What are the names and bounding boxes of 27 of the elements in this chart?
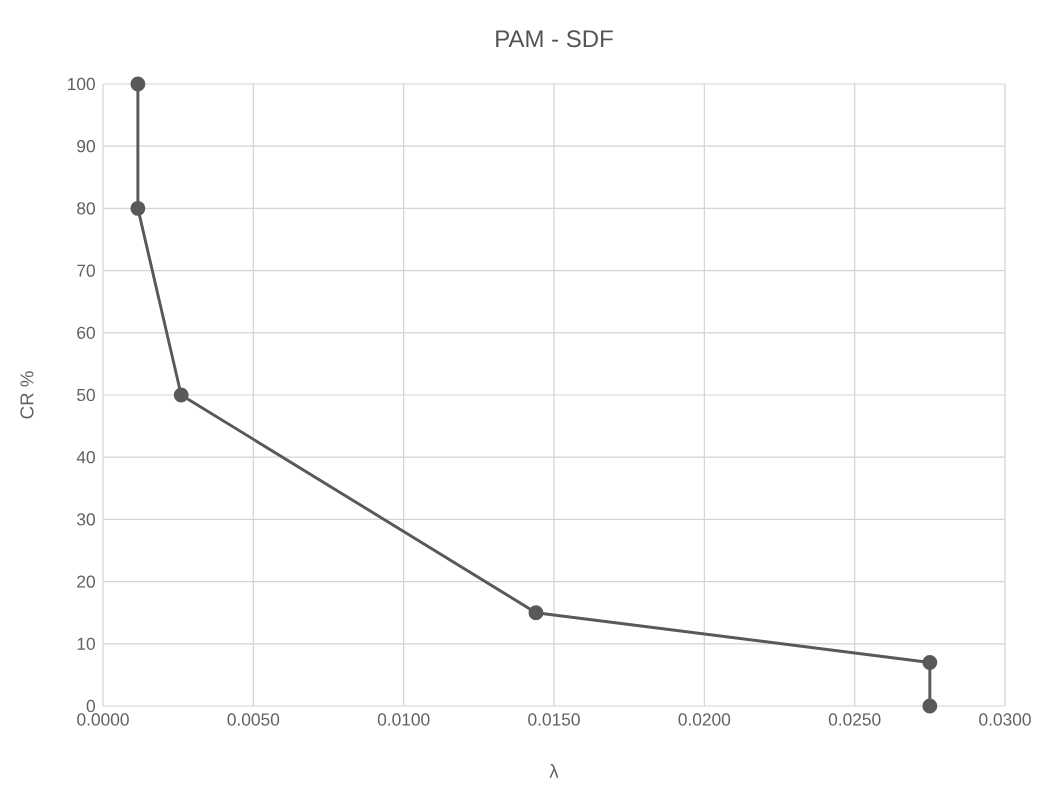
y-tick-label: 100 [68, 77, 95, 91]
x-tick-label: 0.0000 [77, 713, 129, 726]
y-tick-label: 90 [77, 140, 95, 153]
y-tick-label: 30 [77, 513, 95, 526]
point [130, 200, 146, 216]
y-tick-label: 70 [77, 264, 95, 277]
point [173, 387, 189, 403]
x-tick-label: 0.0050 [227, 713, 280, 726]
y-tick-label: 80 [77, 202, 95, 215]
x-tick-label: 0.0200 [678, 713, 731, 726]
y-tick-label: 40 [76, 451, 95, 464]
chart-title: PAM - SDF [496, 30, 613, 48]
y-tick-label: 0 [86, 699, 95, 713]
point [922, 698, 938, 714]
x-tick-label: 0.0100 [377, 713, 430, 726]
x-axis-title: λ [549, 764, 559, 778]
point [922, 654, 938, 670]
y-tick-label: 10 [77, 637, 95, 650]
x-tick-label: 0.0150 [528, 713, 580, 726]
y-tick-label: 60 [77, 326, 95, 339]
y-tick-label: 20 [77, 575, 95, 588]
x-tick-label: 0.0250 [828, 713, 881, 726]
point [130, 76, 146, 92]
x-tick-label: 0.0300 [979, 713, 1031, 726]
y-tick-label: 50 [77, 388, 95, 402]
point [528, 605, 544, 621]
y-axis-title: CR % [20, 371, 34, 419]
